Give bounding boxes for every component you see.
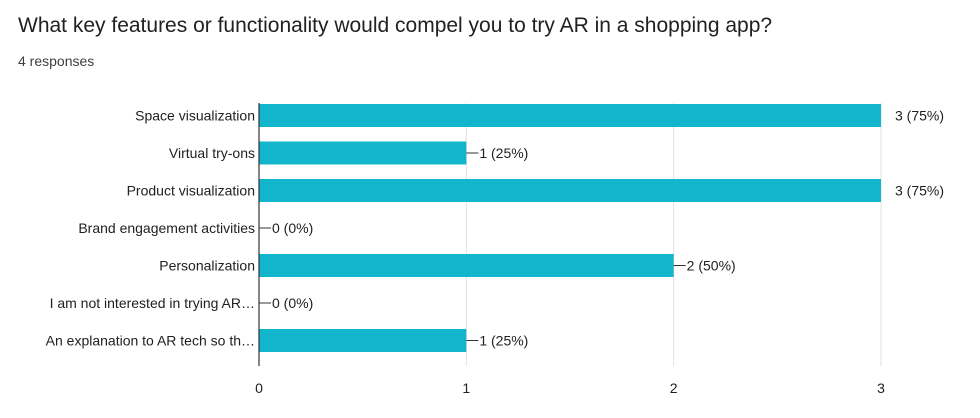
value-label: 3 (75%) [895, 183, 944, 199]
category-label: An explanation to AR tech so th… [46, 333, 255, 349]
bar [259, 179, 881, 202]
question-title: What key features or functionality would… [18, 14, 773, 37]
labels: Space visualization 3 (75%) Virtual try-on… [46, 108, 944, 349]
response-count: 4 responses [18, 53, 95, 69]
value-label: 2 (50%) [687, 258, 736, 274]
x-tick-label: 1 [462, 380, 470, 396]
value-label: 0 (0%) [272, 295, 313, 311]
category-label: Product visualization [127, 183, 255, 199]
value-label: 3 (75%) [895, 108, 944, 124]
x-tick-label: 2 [670, 380, 678, 396]
x-tick-label: 3 [877, 380, 885, 396]
category-label: Brand engagement activities [78, 220, 255, 236]
value-label: 1 (25%) [479, 333, 528, 349]
category-label: Virtual try-ons [169, 145, 255, 161]
bar [259, 329, 467, 352]
grid-lines [465, 103, 882, 366]
bar [259, 141, 467, 165]
category-label: Personalization [159, 258, 255, 274]
category-label: Space visualization [135, 108, 255, 124]
value-label: 0 (0%) [272, 220, 313, 236]
axes: 0 1 2 3 [255, 103, 885, 396]
bar [259, 104, 881, 127]
bar [259, 254, 674, 277]
bars [259, 104, 881, 352]
value-label: 1 (25%) [479, 145, 528, 161]
x-tick-label: 0 [255, 380, 263, 396]
category-label: I am not interested in trying AR… [50, 295, 255, 311]
